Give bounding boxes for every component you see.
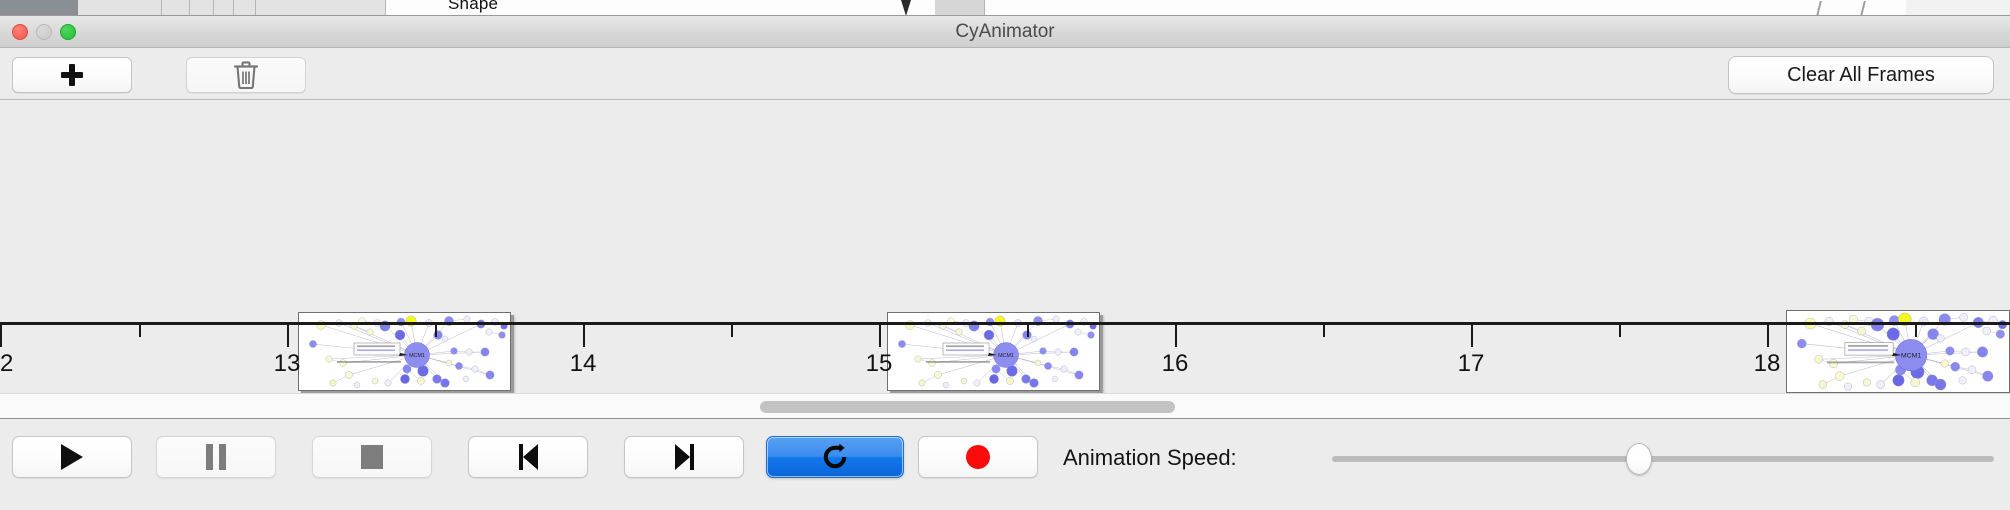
timeline-axis-title: Seconds bbox=[0, 390, 2010, 393]
background-segment bbox=[256, 0, 386, 15]
axis-tick-major bbox=[1767, 325, 1769, 347]
axis-tick-major bbox=[583, 325, 585, 347]
close-window-button[interactable] bbox=[12, 24, 28, 40]
axis-tick-major bbox=[287, 325, 289, 347]
play-icon bbox=[61, 444, 83, 470]
axis-tick-major bbox=[879, 325, 881, 347]
window-titlebar: CyAnimator bbox=[0, 16, 2010, 48]
skip-to-start-button[interactable] bbox=[468, 436, 588, 478]
axis-tick-label: 12 bbox=[0, 350, 14, 377]
background-notch-icon bbox=[901, 0, 911, 15]
timeline-axis bbox=[0, 322, 2010, 325]
background-segment bbox=[214, 0, 234, 15]
background-segment bbox=[190, 0, 214, 15]
frame-thumbnail[interactable]: MCM1 bbox=[298, 312, 511, 391]
axis-tick-label: 18 bbox=[1753, 350, 1781, 377]
axis-tick-minor bbox=[1915, 325, 1917, 337]
background-segment bbox=[1906, 0, 2010, 15]
skip-to-end-icon bbox=[674, 444, 694, 470]
axis-tick-label: 14 bbox=[569, 350, 597, 377]
background-shape-label: Shape bbox=[448, 0, 499, 13]
frame-thumbnail[interactable]: MCM1 bbox=[887, 312, 1100, 391]
axis-tick-label: 16 bbox=[1161, 350, 1189, 377]
playback-control-bar: Animation Speed: bbox=[0, 419, 2010, 499]
animation-speed-label: Animation Speed: bbox=[1063, 445, 1237, 470]
pause-button[interactable] bbox=[156, 436, 276, 478]
window-title: CyAnimator bbox=[955, 21, 1055, 42]
axis-tick-label: 15 bbox=[865, 350, 893, 377]
scrollbar-thumb[interactable] bbox=[760, 401, 1175, 413]
animation-speed-slider-thumb[interactable] bbox=[1626, 443, 1652, 475]
window-traffic-lights[interactable] bbox=[12, 24, 76, 40]
axis-tick-minor bbox=[1323, 325, 1325, 337]
play-button[interactable] bbox=[12, 436, 132, 478]
axis-tick-minor bbox=[139, 325, 141, 337]
minimize-window-button[interactable] bbox=[36, 24, 52, 40]
clear-all-frames-label: Clear All Frames bbox=[1787, 63, 1935, 86]
background-chevron-icon bbox=[1816, 1, 1834, 15]
record-button[interactable] bbox=[918, 436, 1038, 478]
plus-icon bbox=[61, 64, 83, 86]
frame-toolbar: Clear All Frames bbox=[0, 48, 2010, 100]
timeline-horizontal-scrollbar[interactable] bbox=[0, 393, 2010, 419]
axis-tick-minor bbox=[731, 325, 733, 337]
network-graph-thumbnail: MCM1 bbox=[299, 313, 510, 390]
clear-all-frames-button[interactable]: Clear All Frames bbox=[1728, 56, 1994, 94]
stop-icon bbox=[361, 445, 383, 469]
background-chevron-icon bbox=[1860, 1, 1878, 15]
background-active-tab bbox=[0, 0, 78, 15]
skip-to-end-button[interactable] bbox=[624, 436, 744, 478]
timeline-panel[interactable]: MCM1 MCM1 MCM1 12 13 14 15 16 17 18 Seconds bbox=[0, 100, 2010, 393]
axis-tick-label: 17 bbox=[1457, 350, 1485, 377]
background-segment bbox=[935, 0, 985, 15]
axis-tick-major bbox=[1175, 325, 1177, 347]
delete-frame-button[interactable] bbox=[186, 57, 306, 93]
maximize-window-button[interactable] bbox=[60, 24, 76, 40]
background-segment bbox=[234, 0, 256, 15]
axis-tick-label: 13 bbox=[273, 350, 301, 377]
animation-speed-slider[interactable] bbox=[1332, 443, 1994, 475]
background-window-strip: Shape bbox=[0, 0, 2010, 16]
trash-icon bbox=[233, 61, 259, 90]
svg-text:MCM1: MCM1 bbox=[998, 353, 1014, 359]
record-icon bbox=[966, 445, 990, 469]
skip-to-start-icon bbox=[518, 444, 538, 470]
background-segment bbox=[162, 0, 190, 15]
axis-tick-minor bbox=[1619, 325, 1621, 337]
axis-tick-minor bbox=[1027, 325, 1029, 337]
background-segment bbox=[78, 0, 162, 15]
axis-tick-minor bbox=[435, 325, 437, 337]
pause-icon bbox=[206, 444, 226, 470]
loop-refresh-icon bbox=[823, 443, 847, 469]
stop-button[interactable] bbox=[312, 436, 432, 478]
loop-toggle-button[interactable] bbox=[766, 436, 904, 478]
axis-tick-major bbox=[1471, 325, 1473, 347]
cyanimator-window: CyAnimator Clear All Frames MCM1 MCM1 MCM1… bbox=[0, 16, 2010, 510]
network-graph-thumbnail: MCM1 bbox=[888, 313, 1099, 390]
svg-text:MCM1: MCM1 bbox=[1901, 352, 1921, 359]
add-frame-button[interactable] bbox=[12, 57, 132, 93]
axis-tick-major bbox=[0, 325, 2, 347]
svg-text:MCM1: MCM1 bbox=[409, 353, 425, 359]
